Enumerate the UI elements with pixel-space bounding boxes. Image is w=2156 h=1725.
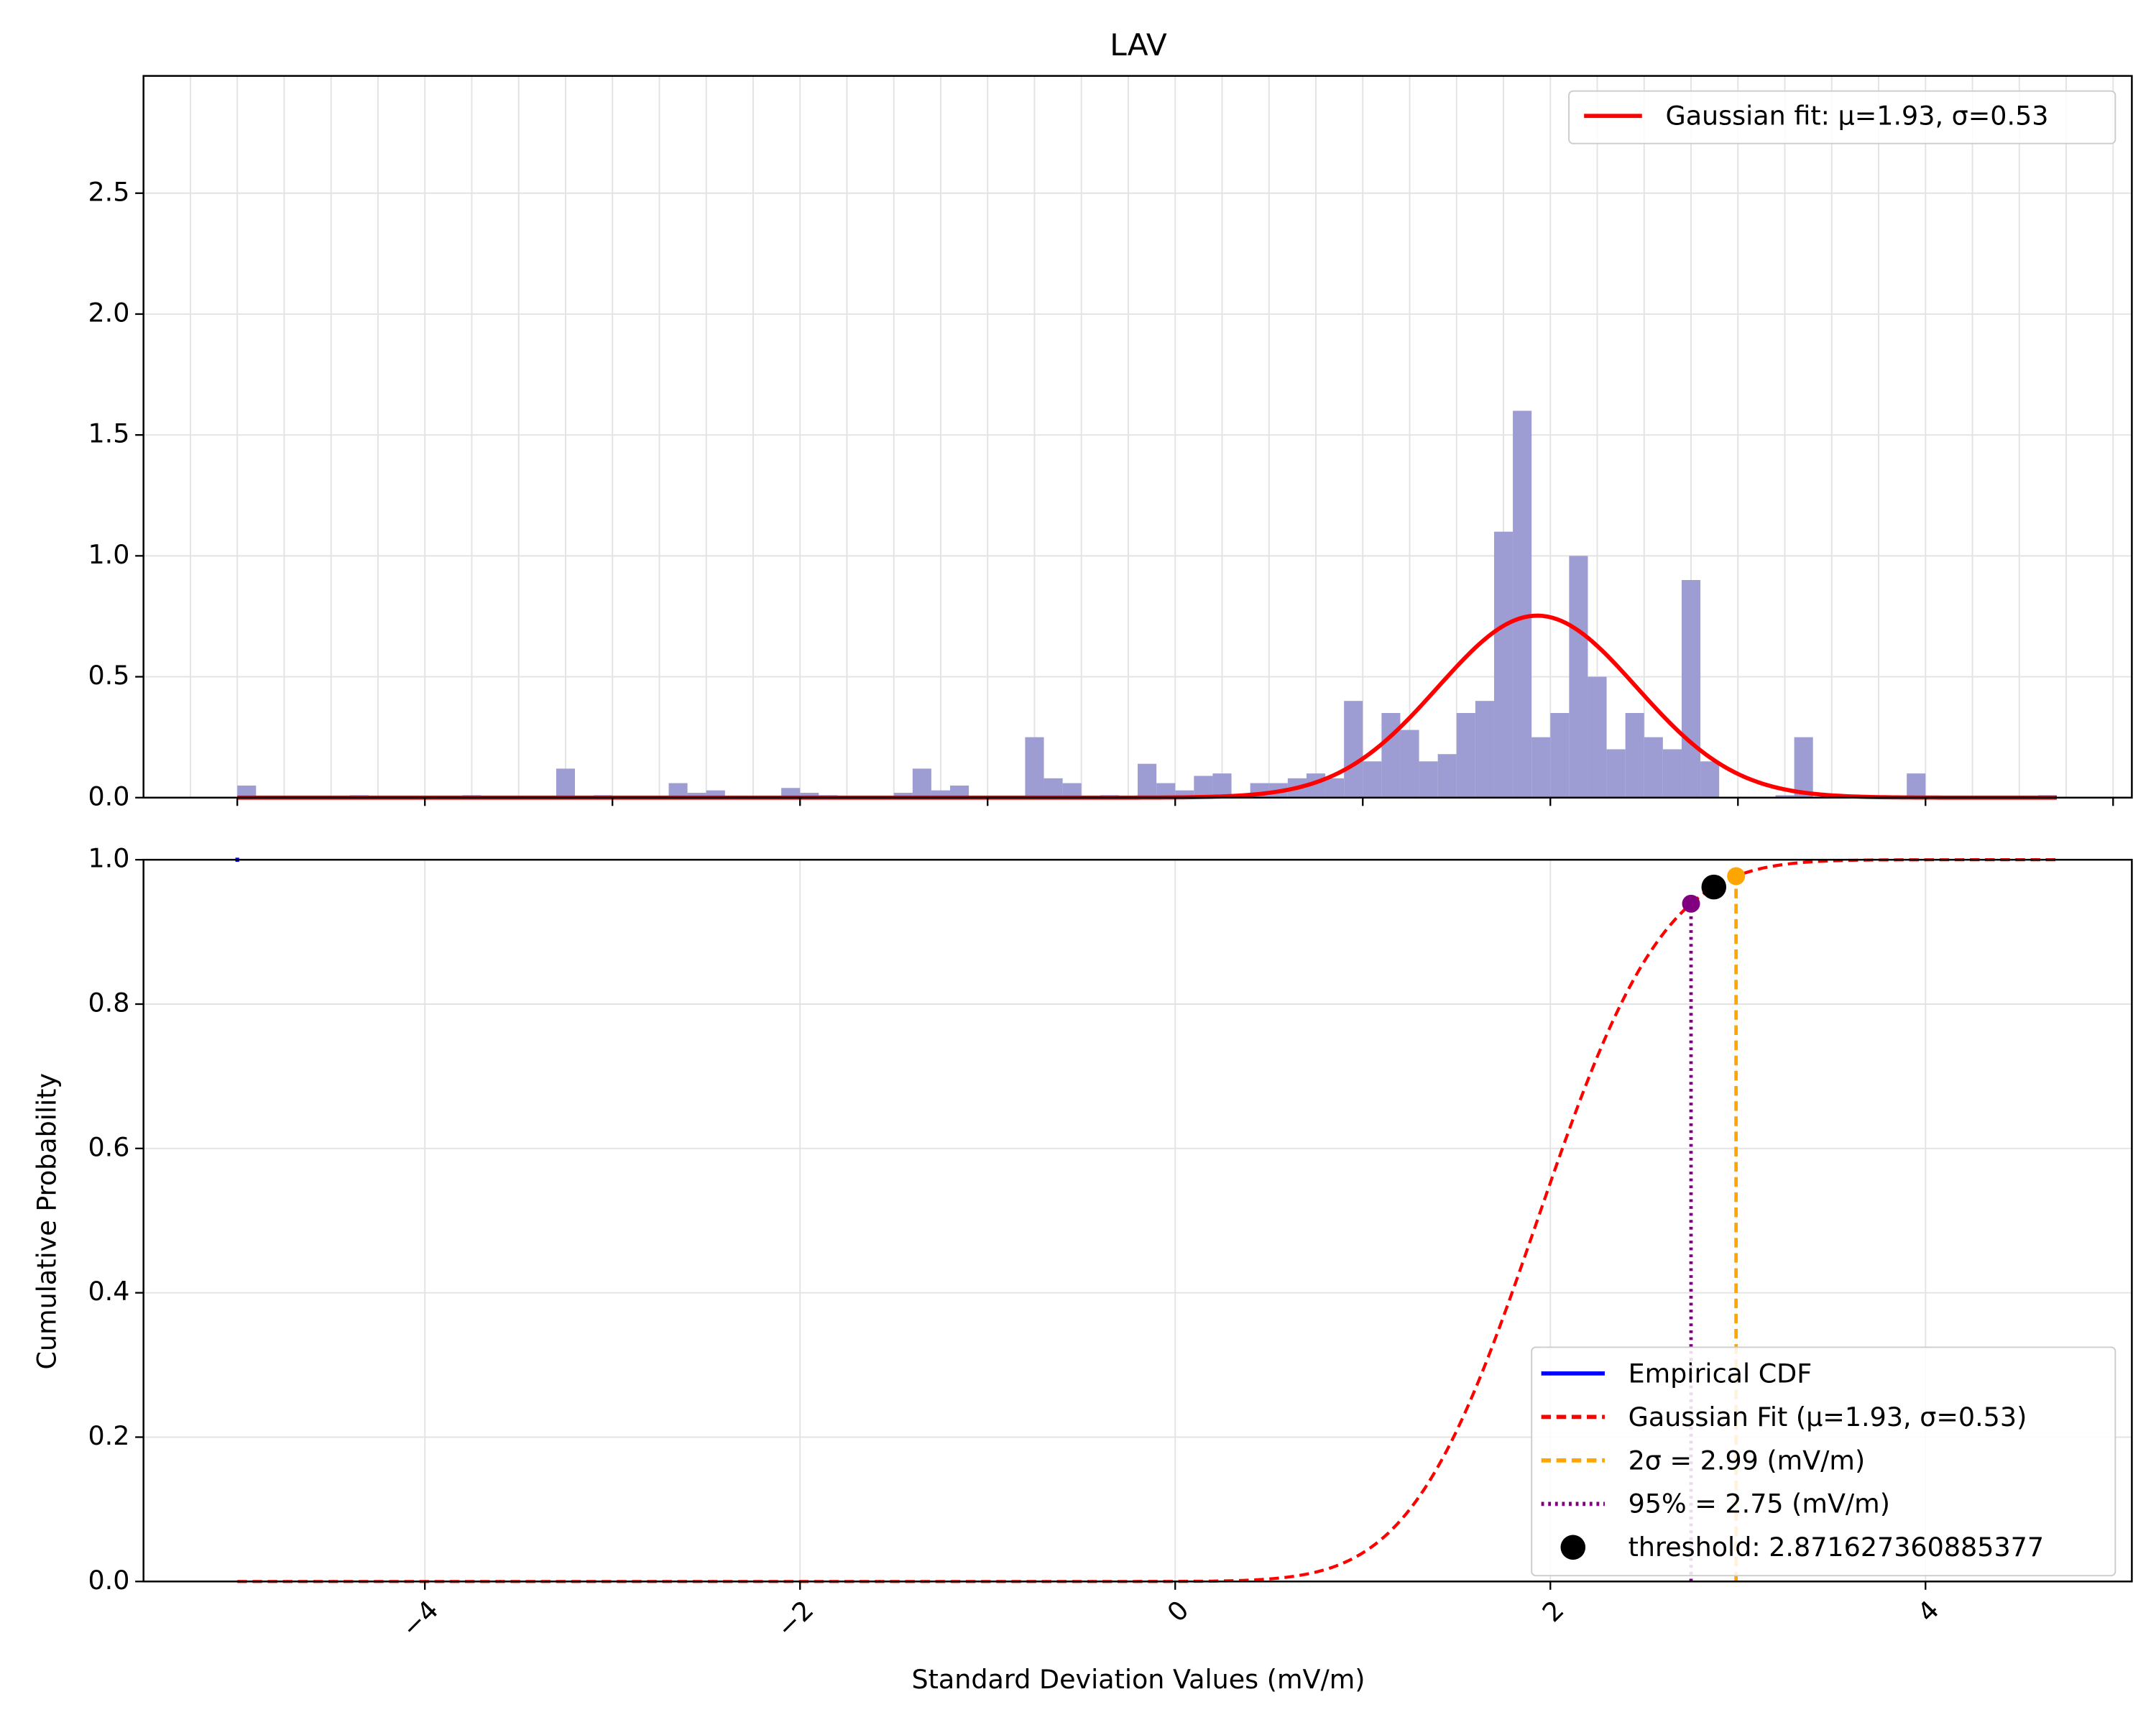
axes-frame (142, 858, 2133, 1583)
legend-label: Gaussian fit: μ=1.93, σ=0.53 (1665, 101, 2048, 132)
y-tick-label: 0.4 (88, 1276, 129, 1307)
y-tick-label: 1.0 (88, 843, 129, 874)
y-tick-label: 2.0 (88, 297, 129, 328)
legend-box (1531, 1346, 2116, 1577)
threshold-point (1701, 874, 1727, 900)
histogram-bar (1419, 761, 1438, 798)
histogram-bar (1775, 795, 1795, 798)
histogram-bar (800, 793, 819, 798)
y-tick-label: 0.0 (88, 1565, 129, 1596)
histogram-bar (1325, 778, 1345, 798)
histogram-bar (1550, 713, 1570, 798)
histogram-bar (781, 788, 801, 798)
histogram-bar (1475, 701, 1494, 798)
histogram-bar (1381, 713, 1401, 798)
y-tick-label: 0.2 (88, 1420, 129, 1451)
histogram-bar (237, 785, 257, 798)
legend-label: Gaussian Fit (μ=1.93, σ=0.53) (1628, 1402, 2027, 1432)
y-tick-label: 0.8 (88, 987, 129, 1018)
histogram-bar (1569, 556, 1588, 798)
histogram-bar (1493, 531, 1514, 798)
histogram-bar (706, 790, 725, 798)
histogram-bar (1400, 730, 1419, 798)
histogram-bar (668, 783, 688, 798)
threshold-point (1727, 867, 1746, 886)
y-tick-label: 0.0 (88, 781, 129, 811)
histogram-bar (931, 790, 951, 798)
histogram-bar (1437, 754, 1457, 798)
legend-label: 2σ = 2.99 (mV/m) (1628, 1445, 1866, 1476)
histogram-bar (1456, 713, 1475, 798)
chart-title: LAV (1110, 27, 1167, 63)
x-axis-label: Standard Deviation Values (mV/m) (911, 1664, 1365, 1695)
histogram-bar (1344, 701, 1363, 798)
y-axis-label: Cumulative Probability (32, 1073, 63, 1370)
histogram-bar (1531, 737, 1551, 798)
y-tick-label: 2.5 (88, 176, 129, 207)
histogram-bar (1681, 579, 1701, 798)
histogram-bar (1363, 761, 1382, 798)
histogram-bar (1513, 410, 1532, 798)
axes-frame (142, 75, 2133, 799)
histogram-bar (1175, 790, 1194, 798)
histogram-bar (1662, 749, 1682, 798)
histogram-bar (1194, 776, 1213, 798)
histogram-bar (1625, 713, 1644, 798)
histogram-bar (1700, 761, 1720, 798)
legend: Empirical CDF Gaussian Fit (μ=1.93, σ=0.5… (1531, 1346, 2116, 1577)
y-tick-label: 1.5 (88, 418, 129, 449)
histogram-bar (1212, 773, 1232, 798)
y-tick-label: 0.6 (88, 1131, 129, 1162)
histogram-bar (1044, 778, 1063, 798)
y-tick-label: 0.5 (88, 660, 129, 691)
legend: Gaussian fit: μ=1.93, σ=0.53 (1568, 90, 2116, 144)
y-tick-label: 1.0 (88, 539, 129, 570)
histogram-bar (1794, 737, 1813, 798)
threshold-point (1682, 894, 1700, 913)
histogram-bar (893, 793, 913, 798)
histogram-bar (1606, 749, 1626, 798)
histogram-bar (1025, 737, 1044, 798)
histogram-bar (1588, 676, 1607, 798)
histogram-bar (1156, 783, 1176, 798)
histogram-bar (1644, 737, 1663, 798)
legend-label: 95% = 2.75 (mV/m) (1628, 1489, 1890, 1519)
histogram-bar (1138, 763, 1157, 798)
legend-handle (1560, 1535, 1586, 1560)
histogram-bar (687, 793, 706, 798)
histogram-bar (1062, 783, 1082, 798)
histogram-bar (1907, 773, 1926, 798)
histogram-bar (950, 785, 969, 798)
histogram-bar (912, 768, 931, 798)
histogram-bar (556, 768, 576, 798)
legend-label: threshold: 2.871627360885377 (1628, 1532, 2044, 1563)
legend-label: Empirical CDF (1628, 1358, 1812, 1389)
legend-box (1568, 90, 2116, 144)
